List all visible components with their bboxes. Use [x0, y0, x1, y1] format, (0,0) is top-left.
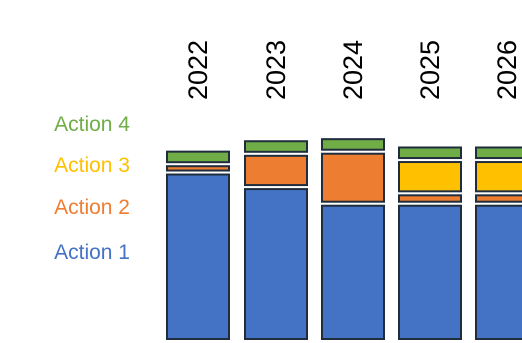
bar-segment-2026-action-2 [475, 194, 522, 203]
legend-action-2: Action 2 [54, 196, 130, 219]
year-label-2025: 2025 [415, 40, 445, 100]
year-label-2024: 2024 [338, 40, 368, 100]
bar-segment-2025-action-2 [398, 194, 462, 203]
bar-segment-2024-action-4 [321, 138, 385, 151]
bar-segment-2023-action-4 [244, 140, 308, 153]
bar-segment-2022-action-1 [166, 173, 230, 340]
bar-segment-2026-action-4 [475, 146, 522, 160]
legend-action-3: Action 3 [54, 154, 130, 177]
legend-action-4: Action 4 [54, 113, 130, 136]
year-label-2026: 2026 [492, 40, 522, 100]
bar-segment-2025-action-4 [398, 146, 462, 160]
bar-segment-2022-action-2 [166, 165, 230, 172]
bar-segment-2025-action-3 [398, 161, 462, 193]
bar-segment-2025-action-1 [398, 204, 462, 340]
bar-segment-2024-action-1 [321, 204, 385, 340]
bar-segment-2024-action-2 [321, 152, 385, 203]
bar-segment-2026-action-1 [475, 204, 522, 340]
bar-segment-2023-action-1 [244, 188, 308, 340]
year-label-2022: 2022 [183, 40, 213, 100]
legend-action-1: Action 1 [54, 241, 130, 264]
year-label-2023: 2023 [261, 40, 291, 100]
bar-segment-2022-action-4 [166, 150, 230, 164]
bar-segment-2026-action-3 [475, 161, 522, 193]
bar-segment-2023-action-2 [244, 154, 308, 187]
